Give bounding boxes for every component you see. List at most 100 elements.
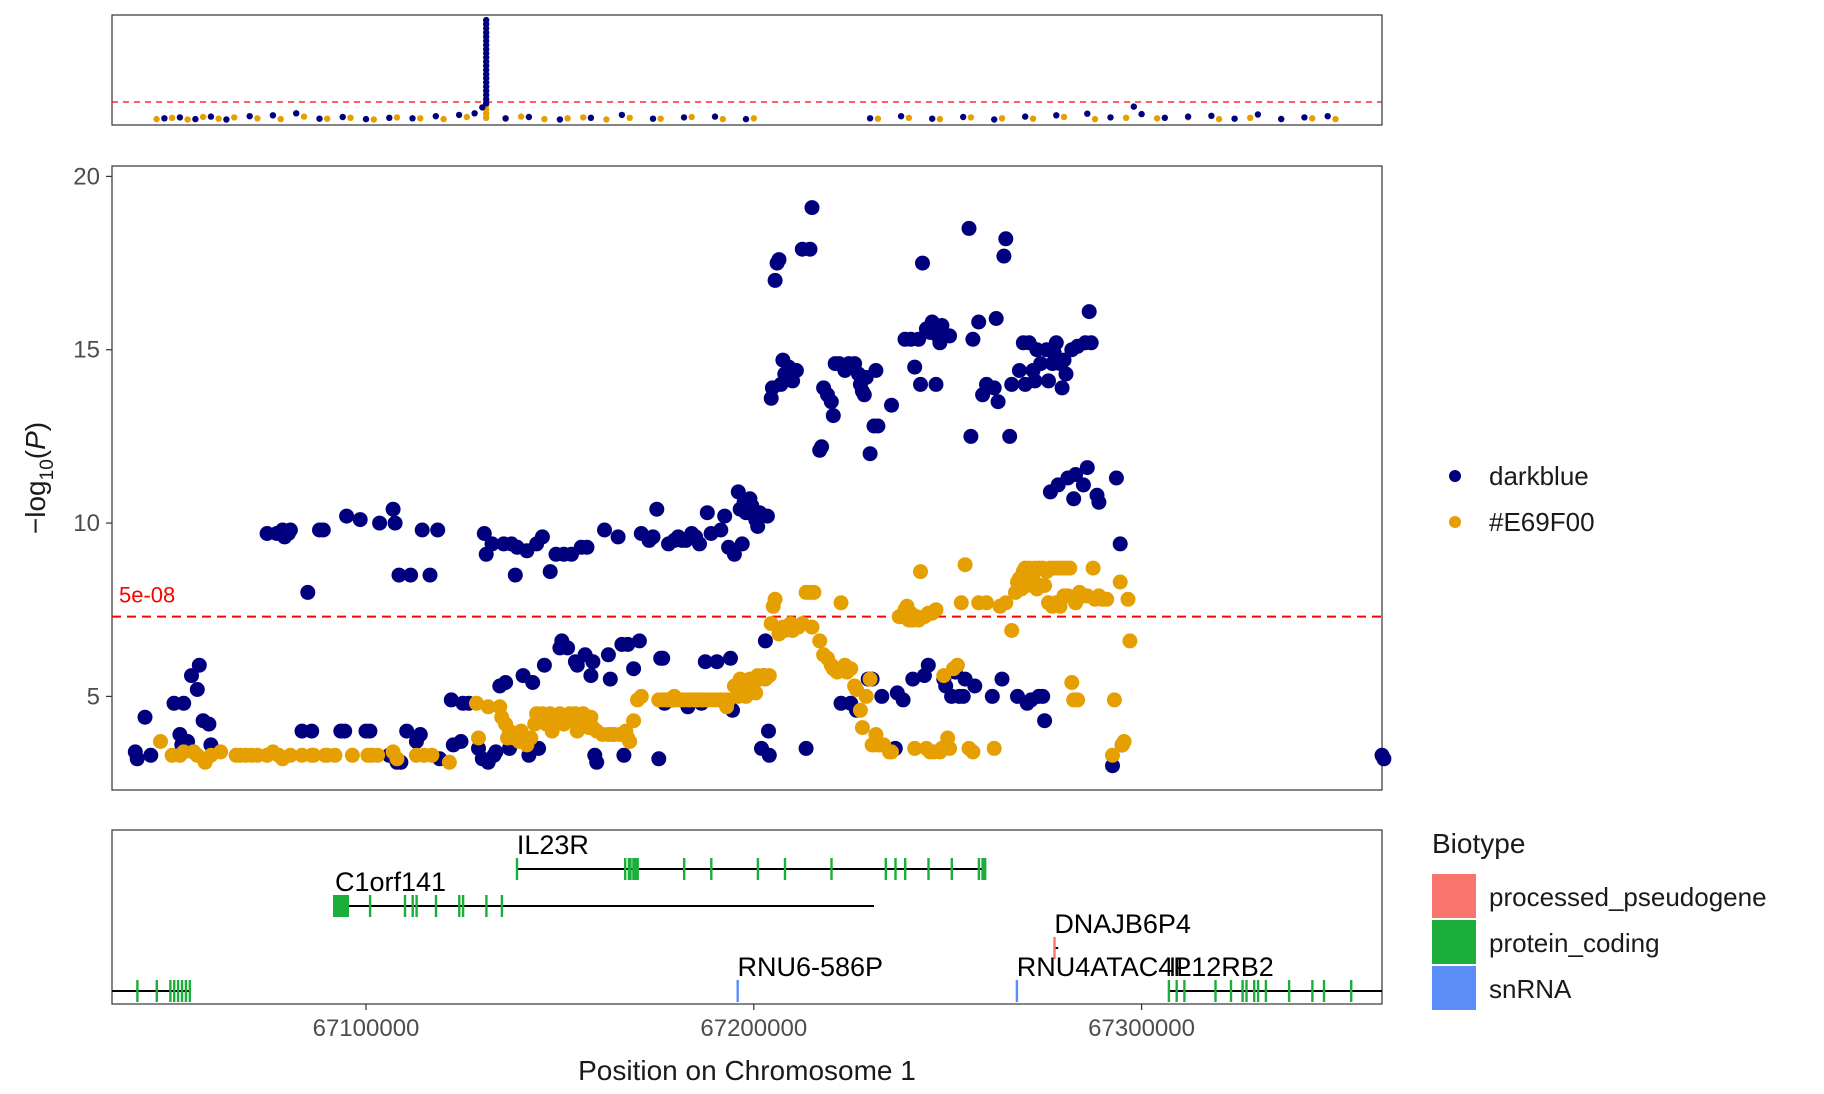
- overview-point: [1309, 115, 1316, 122]
- gene-exon: [636, 858, 639, 880]
- association-point: [788, 363, 804, 378]
- association-point: [315, 522, 331, 538]
- association-point: [986, 380, 1002, 396]
- gene-exon: [1175, 980, 1178, 1002]
- overview-point: [1161, 114, 1169, 122]
- y-tick-label: 10: [73, 510, 100, 537]
- association-point: [1033, 356, 1049, 372]
- association-point: [385, 501, 401, 517]
- association-point: [767, 591, 783, 607]
- association-point: [1079, 460, 1095, 476]
- overview-point: [1254, 111, 1262, 118]
- association-point: [713, 522, 729, 538]
- gene-exon: [184, 980, 188, 1002]
- overview-point: [618, 111, 626, 119]
- overview-point: [432, 113, 439, 120]
- association-point: [622, 734, 638, 749]
- association-point: [734, 536, 750, 552]
- association-point: [1116, 734, 1132, 749]
- gene-exon: [1214, 980, 1217, 1002]
- association-point: [814, 439, 830, 455]
- overview-point: [1130, 103, 1138, 110]
- association-point: [620, 636, 636, 652]
- overview-point: [680, 114, 688, 121]
- association-point: [389, 751, 405, 767]
- association-point: [370, 747, 386, 763]
- overview-point: [1301, 114, 1308, 121]
- association-point: [300, 584, 316, 600]
- association-point: [213, 744, 229, 760]
- association-point: [934, 318, 950, 333]
- association-point: [430, 522, 446, 538]
- association-point: [994, 671, 1010, 687]
- overview-point: [711, 113, 719, 120]
- y-axis-label: −log10(P): [20, 422, 58, 534]
- association-points: [127, 200, 1392, 774]
- association-point: [996, 248, 1012, 264]
- overview-point: [1084, 110, 1091, 117]
- overview-point: [587, 114, 595, 122]
- overview-point: [556, 116, 564, 123]
- gene-exon: [500, 895, 504, 917]
- association-point: [143, 747, 159, 763]
- association-point: [699, 505, 715, 521]
- association-point: [862, 446, 878, 462]
- association-point: [856, 387, 872, 403]
- legend-swatch-snrna: [1432, 966, 1476, 1010]
- gene-exon: [624, 858, 627, 880]
- gene-exon: [1287, 980, 1291, 1002]
- gene-exon: [332, 895, 349, 917]
- overview-point: [525, 113, 533, 121]
- overview-point: [866, 115, 874, 122]
- association-point: [1037, 578, 1053, 593]
- association-point: [626, 713, 642, 729]
- association-point: [1083, 335, 1099, 351]
- association-point: [748, 685, 764, 701]
- association-point: [833, 595, 849, 611]
- association-point: [597, 522, 612, 538]
- y-tick-label: 15: [73, 337, 100, 364]
- y-axis-ticks: 5 10 15 20: [73, 163, 112, 710]
- legend-label-snrna: snRNA: [1489, 974, 1572, 1004]
- gene-exon: [169, 980, 172, 1002]
- gene-exon: [176, 980, 180, 1002]
- association-point: [337, 723, 353, 739]
- association-point: [804, 619, 820, 635]
- association-point: [804, 200, 820, 216]
- gene-exon: [485, 895, 488, 917]
- association-point: [534, 529, 550, 545]
- association-point: [1105, 747, 1120, 763]
- association-point: [843, 661, 859, 677]
- association-point: [651, 751, 667, 767]
- association-point: [874, 688, 890, 704]
- association-point: [761, 723, 776, 739]
- association-point: [1064, 675, 1080, 690]
- overview-point: [417, 115, 424, 122]
- overview-point: [277, 115, 284, 123]
- association-point: [523, 730, 539, 746]
- association-point: [344, 747, 360, 763]
- association-point: [761, 668, 777, 684]
- association-point: [998, 595, 1014, 611]
- association-point: [1002, 428, 1018, 444]
- association-point: [304, 723, 320, 739]
- association-point: [1112, 574, 1128, 590]
- overview-point: [1278, 115, 1285, 123]
- association-point: [655, 650, 671, 666]
- association-point: [352, 512, 368, 528]
- association-point: [631, 633, 647, 649]
- association-point: [633, 688, 649, 704]
- x-tick-label: 67100000: [313, 1015, 420, 1042]
- gene-exon: [627, 858, 632, 880]
- association-point: [913, 564, 928, 580]
- gene-label: RNU6-586P: [737, 952, 883, 982]
- association-point: [965, 744, 981, 760]
- association-point: [852, 702, 868, 718]
- association-point: [1066, 491, 1082, 507]
- overview-point: [502, 115, 509, 122]
- gene-exon: [1229, 980, 1233, 1002]
- association-point: [414, 522, 430, 538]
- gene-exon: [950, 858, 953, 880]
- gene-exon: [736, 980, 739, 1002]
